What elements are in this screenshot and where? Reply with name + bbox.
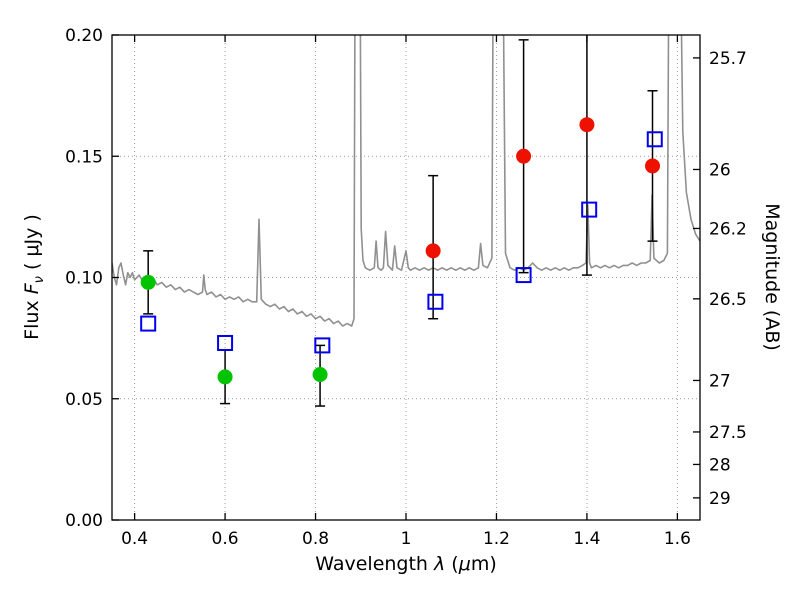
square-marker	[217, 334, 234, 351]
x-tick-label: 1.4	[573, 529, 600, 549]
y-tick-label-right: 27.5	[709, 423, 747, 443]
circle-marker	[645, 158, 661, 174]
nu-subscript: ν	[31, 276, 47, 284]
square-marker	[140, 315, 157, 332]
y-tick-label-left: 0.10	[65, 269, 103, 289]
y-tick-label-right: 27	[709, 371, 731, 391]
lambda-symbol: λ	[434, 553, 446, 575]
y-tick-label-right: 26.5	[709, 290, 747, 310]
x-tick-label: 0.8	[302, 529, 329, 549]
circle-marker	[217, 369, 233, 385]
x-axis-label-text: Wavelength	[315, 553, 435, 575]
square-marker	[581, 201, 598, 218]
circle-marker	[312, 367, 328, 382]
circle-marker	[140, 274, 156, 290]
x-tick-label: 0.6	[212, 529, 239, 549]
y-tick-label-right: 28	[709, 455, 731, 475]
circle-marker	[579, 117, 595, 133]
square-marker	[314, 337, 331, 354]
y-tick-label-left: 0.20	[65, 26, 103, 46]
square-marker	[646, 131, 663, 148]
y-tick-label-right: 26	[709, 160, 731, 180]
grid-group	[112, 35, 700, 520]
circle-marker	[425, 243, 441, 259]
x-axis-label-paren: (	[445, 553, 459, 575]
x-axis-label: Wavelength λ (μm)	[315, 553, 496, 575]
plot-area	[112, 35, 700, 407]
y-axis-label-right: Magnitude (AB)	[761, 203, 783, 351]
y-tick-label-left: 0.15	[65, 147, 103, 167]
circle-marker	[516, 148, 532, 164]
tick-label-group: 0.4 0.6 0.8 1 1.2 1.4 1.6 0.00 0.05 0.10 0.15 0.20 2…	[65, 26, 747, 549]
tick-group	[112, 34, 700, 521]
x-tick-label: 1.2	[483, 529, 510, 549]
square-marker	[427, 293, 444, 310]
y-tick-label-right: 29	[709, 489, 731, 509]
y-axis-label-left: Flux Fν ( μJy )	[21, 214, 47, 340]
mu-symbol: μ	[458, 553, 471, 575]
y-tick-label-right: 26.2	[709, 219, 747, 239]
flux-label-text: Flux	[21, 294, 44, 340]
x-tick-label: 0.4	[121, 529, 148, 549]
x-axis-label-unit: m)	[470, 553, 497, 575]
y-tick-label-right: 25.7	[709, 49, 747, 69]
y-tick-label-left: 0.05	[65, 390, 103, 410]
flux-symbol: F	[21, 283, 44, 295]
flux-unit: ( μJy )	[21, 214, 44, 277]
x-tick-label: 1	[401, 529, 412, 549]
spectrum-line	[112, 35, 700, 327]
x-tick-label: 1.6	[664, 529, 691, 549]
square-marker	[515, 267, 532, 284]
y-tick-label-left: 0.00	[65, 511, 103, 531]
